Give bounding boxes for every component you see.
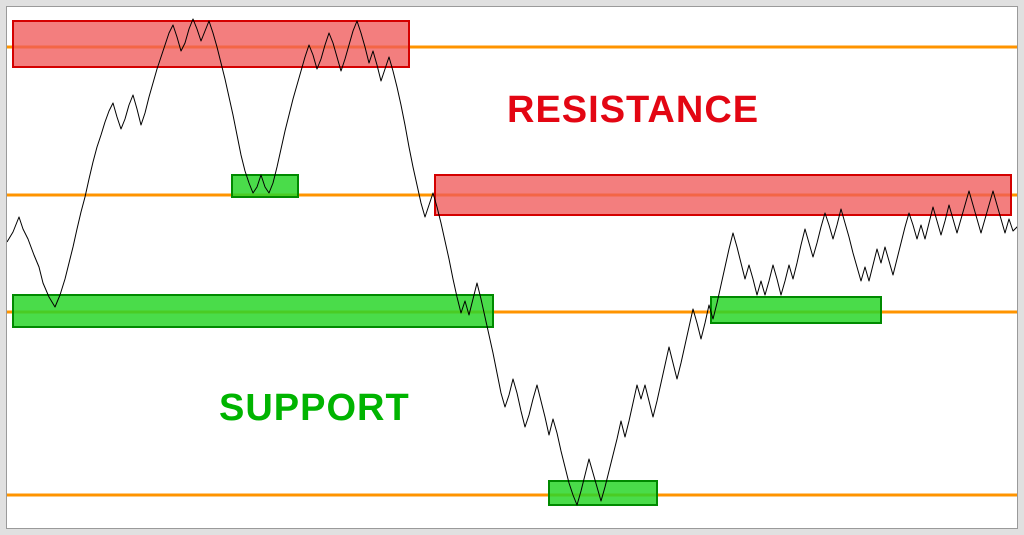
zone-support-right	[711, 297, 881, 323]
zone-support-large	[13, 295, 493, 327]
zone-resistance-mid	[435, 175, 1011, 215]
chart-background	[7, 7, 1018, 529]
support-label: SUPPORT	[219, 387, 410, 430]
chart-frame: RESISTANCE SUPPORT	[6, 6, 1018, 529]
support-resistance-chart	[7, 7, 1018, 529]
resistance-label: RESISTANCE	[507, 89, 759, 132]
